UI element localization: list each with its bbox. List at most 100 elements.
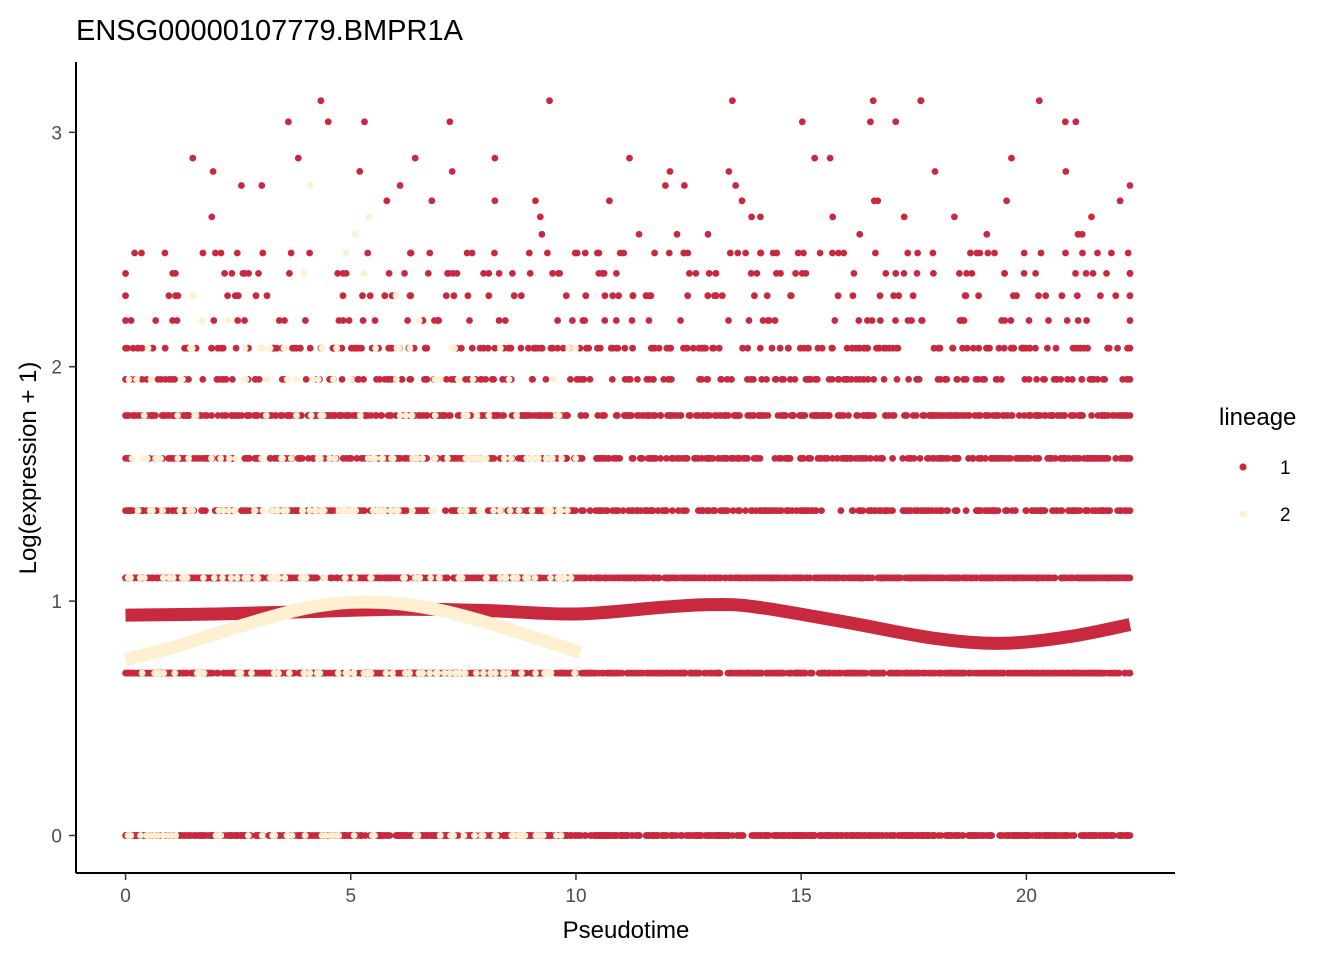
data-point bbox=[996, 832, 1004, 839]
data-point bbox=[402, 832, 410, 839]
data-point bbox=[700, 669, 708, 677]
data-point bbox=[802, 574, 810, 582]
data-point bbox=[1026, 574, 1033, 582]
data-point bbox=[732, 182, 739, 189]
data-point bbox=[681, 574, 689, 582]
data-point bbox=[654, 832, 662, 839]
data-point bbox=[208, 455, 215, 462]
data-point bbox=[490, 507, 497, 514]
data-point bbox=[898, 669, 906, 677]
data-point bbox=[307, 412, 315, 419]
data-point bbox=[487, 669, 494, 677]
data-point bbox=[1097, 669, 1105, 677]
data-point bbox=[265, 669, 273, 677]
data-point bbox=[909, 292, 917, 300]
data-point bbox=[742, 574, 749, 582]
data-point bbox=[898, 832, 906, 839]
data-point bbox=[143, 455, 151, 462]
data-point bbox=[406, 292, 414, 300]
data-point bbox=[329, 376, 337, 383]
data-point bbox=[649, 574, 656, 582]
data-point bbox=[138, 249, 145, 257]
data-point bbox=[703, 832, 711, 839]
data-point bbox=[1105, 669, 1112, 677]
data-point bbox=[786, 455, 794, 462]
data-point bbox=[601, 292, 609, 300]
data-point bbox=[977, 507, 985, 514]
data-point bbox=[1074, 574, 1082, 582]
data-point bbox=[951, 507, 959, 514]
data-point bbox=[905, 376, 912, 383]
data-point bbox=[650, 412, 657, 419]
data-point bbox=[763, 574, 771, 582]
data-point bbox=[778, 507, 785, 514]
data-point bbox=[269, 507, 276, 514]
data-point bbox=[733, 412, 741, 419]
data-point bbox=[283, 507, 291, 514]
data-point bbox=[1062, 168, 1070, 175]
data-point bbox=[829, 455, 836, 462]
data-point bbox=[173, 317, 181, 324]
data-point bbox=[880, 376, 888, 383]
data-point bbox=[301, 832, 309, 839]
data-point bbox=[825, 412, 833, 419]
data-point bbox=[818, 344, 826, 352]
data-point bbox=[811, 574, 819, 582]
data-point bbox=[998, 317, 1005, 324]
data-point bbox=[1075, 412, 1083, 419]
data-point bbox=[963, 270, 970, 277]
data-point bbox=[296, 344, 304, 352]
data-point bbox=[1089, 270, 1097, 277]
data-point bbox=[665, 376, 672, 383]
data-point bbox=[998, 455, 1006, 462]
data-point bbox=[962, 507, 970, 514]
data-point bbox=[583, 344, 590, 352]
data-point bbox=[1091, 507, 1099, 514]
data-point bbox=[763, 832, 771, 839]
data-point bbox=[1119, 574, 1126, 582]
data-point bbox=[678, 832, 685, 839]
data-point bbox=[536, 213, 544, 221]
data-point bbox=[780, 412, 787, 419]
data-point bbox=[132, 412, 140, 419]
data-point bbox=[579, 317, 587, 324]
data-point bbox=[558, 455, 566, 462]
data-point bbox=[430, 507, 437, 514]
data-point bbox=[530, 412, 538, 419]
data-point bbox=[1054, 832, 1061, 839]
data-point bbox=[138, 669, 146, 677]
data-point bbox=[666, 168, 674, 175]
data-point bbox=[169, 574, 177, 582]
data-point bbox=[709, 507, 717, 514]
data-point bbox=[615, 292, 622, 300]
data-point bbox=[423, 832, 431, 839]
data-point bbox=[407, 249, 415, 257]
data-point bbox=[683, 344, 691, 352]
data-point bbox=[364, 249, 372, 257]
data-point bbox=[1092, 574, 1100, 582]
data-point bbox=[704, 230, 712, 238]
data-point bbox=[715, 669, 723, 677]
data-point bbox=[251, 507, 259, 514]
data-point bbox=[483, 574, 490, 582]
data-point bbox=[496, 507, 504, 514]
data-point bbox=[1082, 574, 1090, 582]
data-point bbox=[991, 249, 998, 257]
data-point bbox=[377, 412, 385, 419]
data-point bbox=[967, 249, 974, 257]
data-point bbox=[463, 249, 471, 257]
data-point bbox=[384, 412, 392, 419]
data-point bbox=[941, 412, 949, 419]
data-point bbox=[1025, 376, 1033, 383]
data-point bbox=[338, 376, 346, 383]
data-point bbox=[542, 507, 550, 514]
data-point bbox=[712, 292, 720, 300]
data-point bbox=[1003, 197, 1010, 205]
data-point bbox=[872, 249, 879, 257]
data-point bbox=[926, 574, 934, 582]
data-point bbox=[266, 574, 274, 582]
data-point bbox=[508, 832, 516, 839]
data-point bbox=[657, 412, 664, 419]
data-point bbox=[776, 344, 784, 352]
